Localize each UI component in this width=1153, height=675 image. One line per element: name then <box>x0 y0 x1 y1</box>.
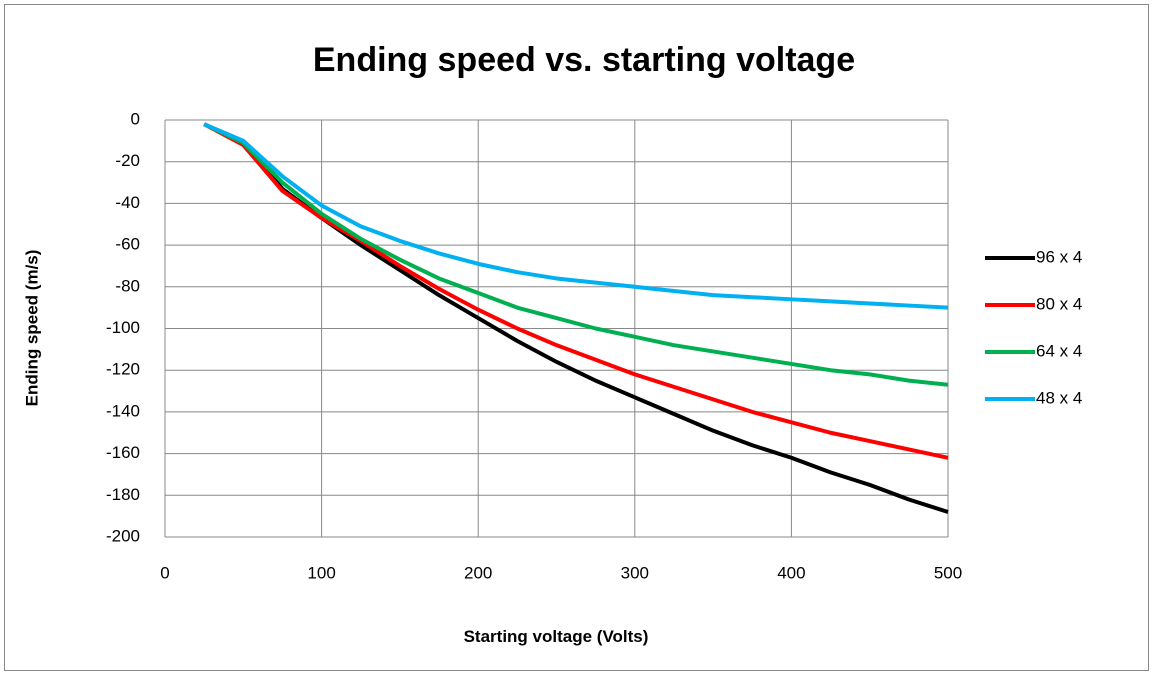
x-tick-label: 500 <box>934 563 962 582</box>
x-tick-label: 200 <box>464 563 492 582</box>
y-tick-label: -40 <box>115 193 140 212</box>
y-tick-label: -100 <box>106 318 140 337</box>
y-axis-title: Ending speed (m/s) <box>22 250 41 407</box>
y-tick-label: -140 <box>106 401 140 420</box>
y-tick-label: -160 <box>106 443 140 462</box>
y-tick-label: -200 <box>106 526 140 545</box>
y-tick-label: -60 <box>115 235 140 254</box>
series-line <box>203 122 949 310</box>
x-tick-label: 100 <box>307 563 335 582</box>
y-tick-label: -80 <box>115 276 140 295</box>
x-tick-label: 0 <box>160 563 169 582</box>
legend-label: 64 x 4 <box>1036 341 1082 360</box>
x-tick-label: 300 <box>621 563 649 582</box>
chart-border <box>4 4 1149 671</box>
y-tick-label: -180 <box>106 485 140 504</box>
series-line <box>203 122 949 387</box>
series-line <box>203 122 949 460</box>
y-tick-label: 0 <box>131 109 140 128</box>
legend-label: 48 x 4 <box>1036 388 1082 407</box>
legend-label: 80 x 4 <box>1036 294 1082 313</box>
y-tick-label: -20 <box>115 151 140 170</box>
chart-title: Ending speed vs. starting voltage <box>313 41 855 79</box>
x-axis-title: Starting voltage (Volts) <box>464 627 649 646</box>
y-tick-label: -120 <box>106 360 140 379</box>
x-tick-label: 400 <box>777 563 805 582</box>
legend-label: 96 x 4 <box>1036 247 1082 266</box>
